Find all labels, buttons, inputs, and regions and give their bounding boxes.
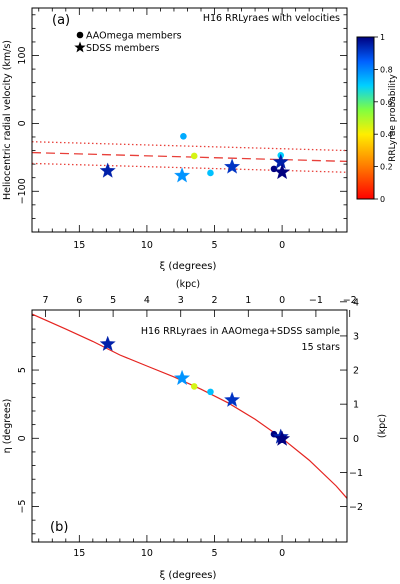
- panel-b-frame: [31, 309, 348, 543]
- star-marker: [224, 158, 241, 174]
- right-kpc-tick-label: 4: [353, 297, 359, 308]
- panel-a-frame: [31, 7, 348, 233]
- panel-b-x-axis-label: ξ (degrees): [160, 570, 217, 581]
- y-tick-label: 100: [17, 46, 28, 64]
- panel-b-top-axis-label: (kpc): [176, 279, 200, 290]
- panel-a-label: (a): [52, 13, 70, 28]
- right-kpc-tick-label: −2: [349, 502, 363, 513]
- legend-sdss-label: SDSS members: [86, 43, 160, 54]
- panel-b-subtitle: 15 stars: [302, 342, 341, 353]
- y-tick-label: 0: [17, 435, 28, 441]
- top-kpc-tick-label: 2: [211, 295, 217, 306]
- colorbar-ticks: 0 0.2 0.4 0.6 0.8 1: [374, 33, 393, 204]
- x-tick-label: 15: [73, 548, 85, 559]
- y-tick-label: 5: [17, 367, 28, 373]
- star-marker: [99, 162, 116, 178]
- panel-a-fit-lines: [32, 141, 347, 173]
- x-tick-label: 15: [73, 240, 85, 251]
- panel-b-label: (b): [50, 520, 68, 535]
- right-kpc-tick-label: −1: [349, 468, 363, 479]
- top-kpc-tick-label: 7: [42, 295, 48, 306]
- top-kpc-tick-label: 4: [144, 295, 150, 306]
- top-kpc-tick-label: 1: [245, 295, 251, 306]
- x-tick-label: 0: [279, 548, 285, 559]
- colorbar: 0 0.2 0.4 0.6 0.8 1 RRLyrae probability: [356, 33, 398, 204]
- x-tick-label: 0: [279, 240, 285, 251]
- panel-b-curve: [32, 313, 347, 499]
- dispersion-line: [32, 141, 347, 152]
- top-kpc-tick-label: −1: [309, 295, 323, 306]
- star-marker: [174, 369, 191, 386]
- panel-b-right-tick-labels: −2 −1 0 1 2 3 4: [349, 297, 363, 513]
- mean-velocity-line: [32, 151, 347, 163]
- circle-marker: [207, 388, 214, 396]
- right-kpc-tick-label: 2: [353, 366, 359, 377]
- panel-a-y-tick-labels: −100 0 100: [17, 46, 28, 204]
- star-marker: [272, 153, 289, 169]
- panel-a-legend: AAOmega members SDSS members: [74, 31, 182, 54]
- panel-b-top-tick-labels: 7 6 5 4 3 2 1 0 −1 −2: [42, 295, 356, 306]
- x-tick-label: 5: [211, 548, 217, 559]
- x-tick-label: 5: [211, 240, 217, 251]
- legend-star-marker: [74, 41, 86, 53]
- legend-circle-marker: [76, 31, 84, 39]
- panel-b-y-tick-labels: −5 0 5: [17, 367, 28, 514]
- top-kpc-tick-label: 6: [76, 295, 82, 306]
- panel-b-y-axis-label: η (degrees): [2, 399, 13, 454]
- y-tick-label: −5: [17, 500, 28, 514]
- circle-marker: [207, 169, 214, 177]
- panel-b-ticks: [32, 301, 351, 542]
- panel-a-ticks: [32, 8, 347, 233]
- x-tick-label: 10: [141, 548, 153, 559]
- colorbar-tick-label: 0.8: [380, 65, 393, 74]
- panel-b-title: H16 RRLyraes in AAOmega+SDSS sample: [141, 326, 340, 337]
- panel-a-x-tick-labels: 15 10 5 0: [73, 240, 285, 251]
- circle-marker: [190, 383, 198, 390]
- right-kpc-tick-label: 3: [353, 331, 359, 342]
- circle-marker: [180, 132, 187, 140]
- colorbar-tick-label: 0.6: [380, 98, 393, 107]
- colorbar-gradient: [356, 36, 375, 200]
- top-kpc-tick-label: 5: [110, 295, 116, 306]
- star-marker: [224, 391, 241, 407]
- right-kpc-tick-label: 0: [353, 434, 359, 445]
- colorbar-tick-label: 0.4: [380, 130, 393, 139]
- colorbar-tick-label: 1: [380, 33, 385, 42]
- top-kpc-tick-label: −2: [343, 295, 357, 306]
- y-tick-label: −100: [17, 178, 28, 204]
- legend-aaomega-label: AAOmega members: [86, 31, 182, 42]
- top-kpc-tick-label: 3: [178, 295, 184, 306]
- circle-marker: [190, 152, 198, 160]
- dispersion-line: [32, 162, 347, 173]
- panel-a-points: [99, 132, 291, 183]
- right-kpc-tick-label: 1: [353, 400, 359, 411]
- colorbar-tick-label: 0.2: [380, 163, 393, 172]
- star-marker: [274, 430, 291, 446]
- star-marker: [274, 163, 291, 180]
- panel-b-right-axis-label: (kpc): [377, 414, 388, 438]
- star-marker: [174, 167, 191, 183]
- colorbar-tick-label: 0: [380, 195, 385, 204]
- panel-a-x-axis-label: ξ (degrees): [160, 261, 217, 272]
- panel-b-x-tick-labels: 15 10 5 0: [73, 548, 285, 559]
- top-kpc-tick-label: 0: [279, 295, 285, 306]
- x-tick-label: 10: [141, 240, 153, 251]
- panel-a-title: H16 RRLyraes with velocities: [203, 13, 340, 24]
- star-marker: [99, 335, 116, 351]
- y-tick-label: 0: [17, 120, 28, 126]
- panel-a-y-axis-label: Heliocentric radial velocity (km/s): [2, 40, 13, 200]
- orbit-curve: [32, 313, 347, 499]
- panel-b-points: [99, 335, 291, 446]
- colorbar-label: RRLyrae probability: [388, 74, 398, 162]
